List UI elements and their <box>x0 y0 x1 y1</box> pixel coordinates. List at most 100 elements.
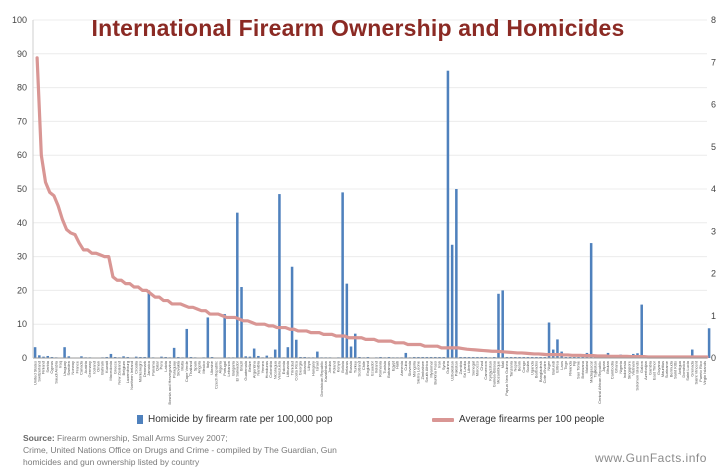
x-tick-label: Northern Ireland <box>129 361 134 390</box>
y-tick-label-left: 90 <box>17 49 27 59</box>
x-tick-label: Belarus <box>344 361 349 375</box>
x-tick-label: Mongolia <box>411 360 416 377</box>
x-tick-label: Trinidad <box>289 361 294 375</box>
x-tick-label: Saint Lucia <box>685 360 690 381</box>
y-axis-right-ticks: 0 1 2 3 4 5 6 7 8 <box>711 15 716 363</box>
bar <box>223 314 226 358</box>
bar <box>501 290 504 358</box>
bar <box>257 355 260 358</box>
bar <box>476 356 479 358</box>
bar <box>67 356 71 358</box>
x-tick-label: Costa Rica <box>293 360 298 380</box>
y-tick-label-left: 50 <box>17 184 27 194</box>
x-tick-label: Chile <box>361 360 366 370</box>
x-tick-label: Congo <box>521 360 526 373</box>
x-tick-label: Suriname <box>664 360 669 378</box>
x-tick-label: Sudan <box>525 361 530 373</box>
bar <box>690 349 694 358</box>
bar <box>189 356 193 358</box>
x-tick-label: Saint Vincent <box>694 360 699 384</box>
y-tick-label-right: 3 <box>711 226 716 236</box>
x-tick-label: Rwanda <box>567 360 572 375</box>
x-tick-label: Latvia <box>163 360 168 371</box>
bar <box>480 356 483 358</box>
bar <box>177 356 180 358</box>
bar <box>421 356 424 358</box>
bar <box>185 328 189 358</box>
x-tick-label: Panama <box>150 360 155 376</box>
x-tick-label: Tajikistan <box>593 361 598 377</box>
x-tick-label: Puerto Rico <box>698 360 703 382</box>
x-tick-label: Algeria <box>218 360 223 373</box>
x-tick-label: Israel <box>315 361 320 371</box>
bar <box>50 356 54 358</box>
y-tick-label-left: 70 <box>17 116 27 126</box>
chart-title: International Firearm Ownership and Homi… <box>91 15 625 41</box>
x-tick-label: Kenya <box>336 360 341 372</box>
y-tick-label-left: 40 <box>17 218 27 228</box>
x-tick-label: El Salvador <box>235 360 240 381</box>
bar <box>63 347 66 358</box>
x-tick-label: Guatemala <box>243 360 248 380</box>
bar <box>404 352 408 358</box>
y-tick-label-left: 0 <box>22 353 27 363</box>
x-tick-label: South Africa <box>424 360 429 382</box>
x-tick-label: Slovenia <box>407 360 412 376</box>
x-tick-label: Vietnam <box>630 360 635 375</box>
source-line-3: homicides and gun ownership listed by co… <box>23 457 200 467</box>
bar <box>526 356 530 358</box>
bar <box>147 290 151 358</box>
bar <box>568 356 572 358</box>
x-tick-label: Uruguay <box>62 361 67 376</box>
x-tick-label: Nicaragua <box>272 360 277 379</box>
y-tick-label-right: 6 <box>711 100 716 110</box>
x-tick-label: Zimbabwe <box>420 360 425 379</box>
line-firearms-per-100 <box>35 56 709 359</box>
y-tick-label-right: 2 <box>711 269 716 279</box>
x-tick-label: Ireland <box>374 361 379 373</box>
bar <box>126 356 130 358</box>
x-tick-label: Togo <box>563 360 568 369</box>
x-tick-label: Mali <box>500 361 505 368</box>
x-tick-label: Benin <box>517 361 522 371</box>
bar <box>535 356 538 358</box>
bar <box>286 347 290 358</box>
x-tick-label: Estonia <box>281 360 286 374</box>
x-tick-label: Iceland <box>91 361 96 374</box>
x-tick-label: Bhutan <box>605 361 610 374</box>
x-tick-label: Azerbaijan <box>643 361 648 380</box>
bar <box>530 356 534 358</box>
x-tick-label: Macedonia <box>108 360 113 380</box>
x-tick-label: Saudi Arabia <box>53 360 58 383</box>
bar <box>316 351 319 358</box>
x-tick-label: Bermuda <box>668 360 673 377</box>
bar <box>543 356 547 358</box>
x-tick-label: Jamaica <box>146 360 151 376</box>
x-tick-label: Senegal <box>470 361 475 376</box>
bar <box>353 333 357 358</box>
x-tick-label: New Zealand <box>117 361 122 385</box>
bar <box>564 356 568 358</box>
x-tick-label: Saint Kitts <box>673 361 678 379</box>
x-tick-label: Georgia <box>298 360 303 375</box>
bar <box>139 356 142 358</box>
y-tick-label-left: 60 <box>17 150 27 160</box>
bar <box>46 355 50 358</box>
bar <box>379 356 382 358</box>
bar <box>341 192 344 358</box>
bar <box>42 356 45 358</box>
bar <box>497 293 500 358</box>
x-tick-label: Zambia <box>458 360 463 374</box>
x-tick-label: Morocco <box>475 360 480 376</box>
bar <box>113 356 117 358</box>
bar <box>581 356 584 358</box>
bar <box>442 356 445 358</box>
x-tick-label: Ghana <box>614 360 619 373</box>
x-tick-label: Libya <box>306 360 311 370</box>
bar <box>455 189 458 358</box>
x-tick-label: Tunisia <box>382 360 387 374</box>
bar <box>589 243 593 358</box>
bar <box>594 356 597 358</box>
x-tick-label: Croatia <box>133 360 138 374</box>
bar <box>509 356 513 358</box>
